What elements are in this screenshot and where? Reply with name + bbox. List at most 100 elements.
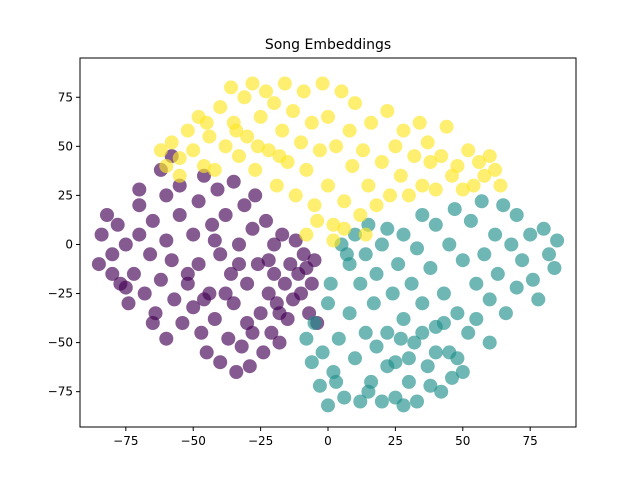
data-point: [455, 182, 470, 197]
x-tick-label: 25: [388, 434, 403, 448]
data-point: [118, 237, 133, 252]
data-point: [164, 135, 179, 150]
data-point: [288, 188, 303, 203]
data-point: [472, 155, 486, 169]
data-point: [199, 345, 214, 360]
data-point: [482, 335, 497, 350]
data-point: [321, 109, 335, 124]
data-point: [232, 149, 246, 164]
data-point: [428, 345, 443, 360]
data-point: [353, 394, 368, 409]
data-point: [191, 194, 206, 209]
data-point: [237, 198, 252, 213]
data-point: [275, 227, 290, 242]
data-point: [393, 168, 408, 183]
data-point: [132, 227, 147, 242]
data-point: [461, 325, 476, 340]
data-point: [482, 149, 497, 164]
data-point: [180, 123, 195, 138]
x-tick-label: −25: [248, 434, 273, 448]
data-point: [267, 266, 282, 281]
data-point: [172, 208, 187, 222]
y-tick-label: −75: [48, 385, 73, 399]
data-point: [221, 331, 236, 346]
data-point: [466, 178, 481, 193]
data-point: [224, 266, 238, 281]
data-point: [296, 247, 311, 262]
data-point: [299, 162, 314, 177]
data-point: [515, 253, 530, 268]
data-point: [172, 178, 187, 193]
data-point: [250, 139, 265, 154]
data-point: [210, 182, 225, 197]
data-point: [407, 335, 422, 350]
data-point: [259, 213, 273, 228]
data-point: [396, 312, 411, 326]
data-point: [345, 159, 360, 173]
data-point: [232, 257, 246, 272]
data-point: [286, 104, 300, 118]
data-point: [369, 339, 384, 354]
data-point: [423, 261, 438, 275]
data-point: [369, 266, 384, 281]
data-point: [337, 221, 352, 236]
points-layer: [91, 76, 565, 413]
data-point: [159, 159, 174, 173]
data-point: [186, 143, 201, 158]
data-point: [428, 182, 443, 197]
data-point: [385, 286, 400, 301]
data-point: [420, 359, 435, 374]
data-point: [167, 292, 182, 307]
data-point: [272, 149, 287, 164]
data-point: [240, 276, 255, 291]
data-point: [126, 266, 141, 281]
data-point: [205, 217, 220, 232]
data-point: [299, 227, 314, 242]
data-point: [415, 296, 430, 311]
data-point: [488, 227, 503, 242]
data-point: [264, 325, 279, 340]
data-point: [307, 253, 322, 268]
data-point: [493, 178, 508, 193]
data-point: [536, 221, 551, 236]
data-point: [194, 325, 209, 340]
data-point: [434, 384, 449, 399]
data-point: [455, 365, 470, 379]
data-point: [361, 178, 376, 193]
data-point: [248, 188, 263, 203]
x-tick-label: 0: [324, 434, 332, 448]
data-point: [226, 296, 241, 311]
data-point: [339, 247, 354, 262]
data-point: [218, 139, 233, 154]
data-point: [321, 178, 335, 193]
data-point: [172, 168, 187, 183]
data-point: [450, 159, 465, 173]
data-point: [393, 331, 408, 346]
data-point: [186, 227, 201, 242]
data-point: [105, 247, 120, 262]
data-point: [132, 182, 147, 197]
data-point: [369, 198, 384, 213]
data-point: [207, 162, 222, 177]
data-point: [374, 155, 389, 169]
data-point: [509, 208, 524, 222]
data-point: [234, 339, 249, 354]
data-point: [401, 188, 416, 203]
data-point: [461, 143, 476, 158]
data-point: [434, 149, 449, 164]
data-point: [159, 331, 174, 346]
data-point: [401, 351, 416, 366]
data-point: [172, 151, 187, 166]
data-point: [315, 76, 330, 91]
data-point: [348, 351, 362, 366]
data-point: [450, 306, 465, 321]
data-point: [267, 237, 282, 252]
data-point: [91, 257, 106, 272]
data-point: [407, 149, 422, 164]
data-point: [358, 247, 373, 262]
data-point: [321, 398, 335, 413]
data-point: [312, 143, 327, 158]
data-point: [326, 217, 341, 232]
data-point: [218, 286, 233, 301]
